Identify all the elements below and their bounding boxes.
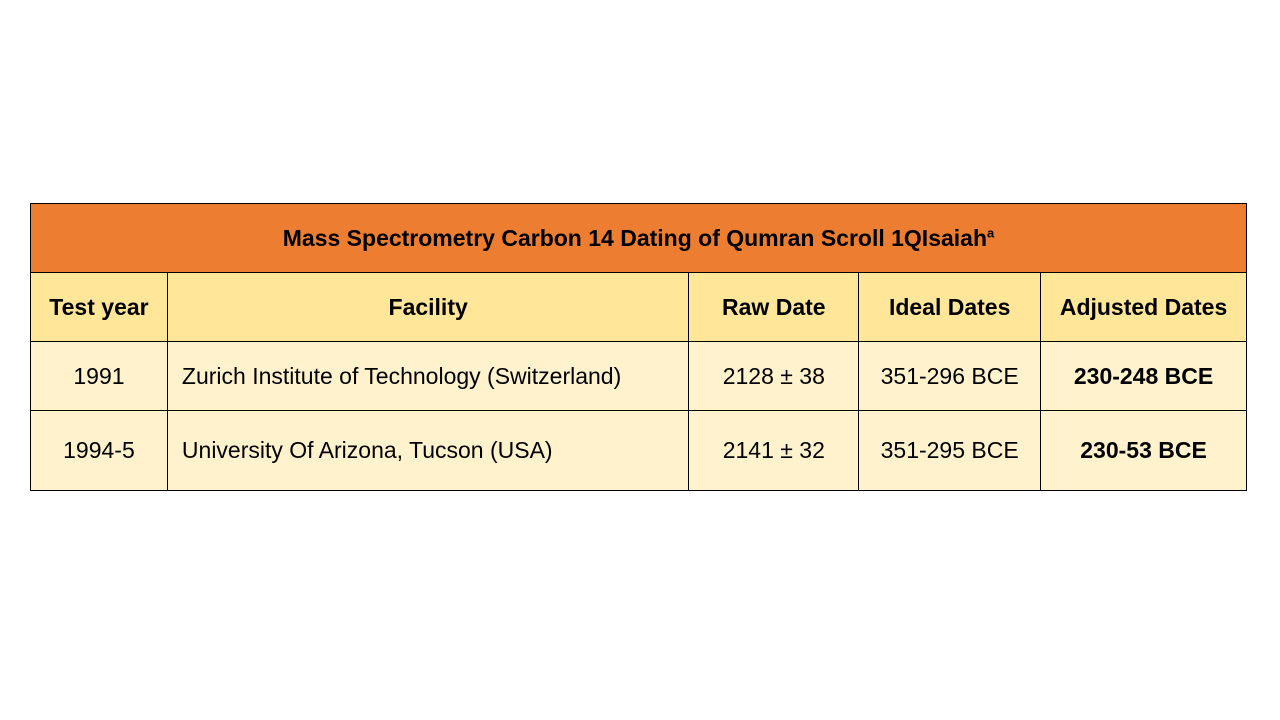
cell: 351-295 BCE — [858, 410, 1042, 491]
dating-table: Mass Spectrometry Carbon 14 Dating of Qu… — [30, 203, 1247, 491]
cell: 1994-5 — [30, 410, 168, 491]
title-row: Mass Spectrometry Carbon 14 Dating of Qu… — [30, 203, 1247, 273]
cell: 351-296 BCE — [858, 341, 1042, 411]
title-cell: Mass Spectrometry Carbon 14 Dating of Qu… — [30, 203, 1247, 273]
header-row: Test year Facility Raw Date Ideal Dates … — [30, 272, 1247, 342]
header-cell: Raw Date — [688, 272, 860, 342]
header-cell: Facility — [166, 272, 690, 342]
cell: 2128 ± 38 — [688, 341, 860, 411]
data-row: 1994-5 University Of Arizona, Tucson (US… — [30, 410, 1247, 491]
cell: Zurich Institute of Technology (Switzerl… — [166, 341, 690, 411]
cell: 1991 — [30, 341, 168, 411]
table-title: Mass Spectrometry Carbon 14 Dating of Qu… — [282, 224, 988, 251]
header-cell: Test year — [30, 272, 168, 342]
cell: 230-248 BCE — [1040, 341, 1247, 411]
cell: 230-53 BCE — [1040, 410, 1247, 491]
cell: University Of Arizona, Tucson (USA) — [166, 410, 690, 491]
header-cell: Adjusted Dates — [1040, 272, 1247, 342]
data-row: 1991 Zurich Institute of Technology (Swi… — [30, 341, 1247, 411]
cell: 2141 ± 32 — [688, 410, 860, 491]
title-superscript: a — [987, 224, 995, 240]
header-cell: Ideal Dates — [858, 272, 1042, 342]
